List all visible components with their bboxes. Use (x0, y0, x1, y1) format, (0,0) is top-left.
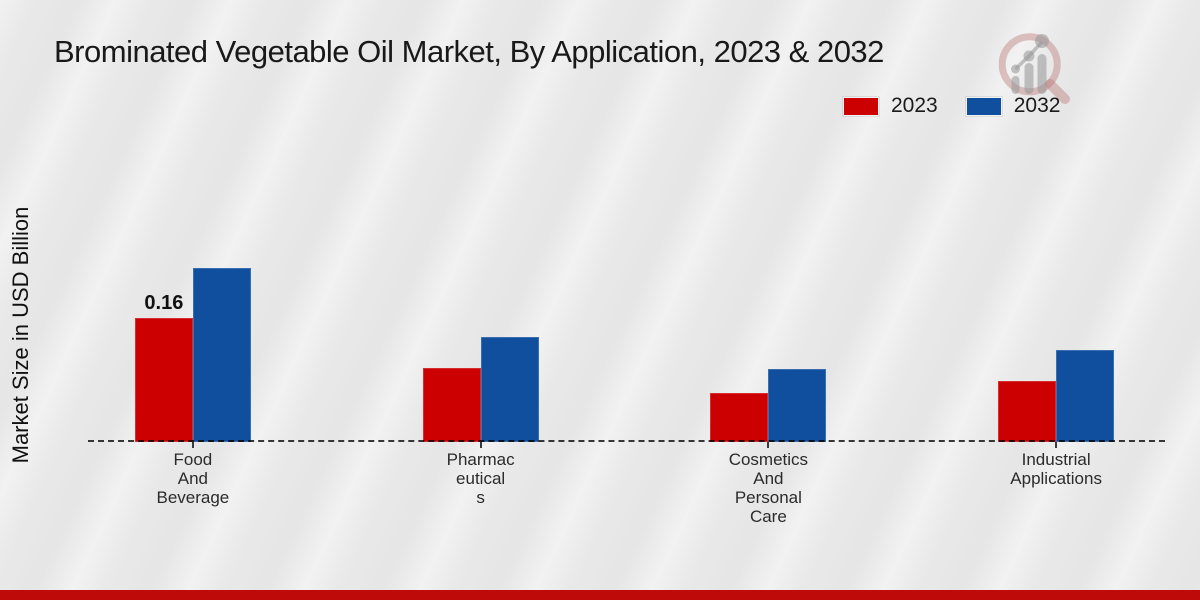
category-label-line: Personal (734, 488, 802, 507)
category-label-line: Care (749, 507, 787, 526)
bar-group-cosmetics-and-personal-care (625, 0, 913, 442)
bar-group-industrial-applications (912, 0, 1200, 442)
plot-area (49, 0, 1200, 442)
bar-2023-food-and-beverage (134, 318, 193, 442)
chart-title: Brominated Vegetable Oil Market, By Appl… (54, 34, 884, 69)
bar-2023-cosmetics-and-personal-care (710, 393, 769, 442)
legend-label-2032: 2032 (1013, 94, 1061, 117)
bar-2032-food-and-beverage (192, 268, 251, 442)
category-label-line: s (476, 488, 485, 507)
bar-2023-industrial-applications (998, 381, 1057, 442)
category-label-industrial-applications: Industrial Applications (966, 450, 1146, 488)
category-label-line: Cosmetics (728, 450, 809, 469)
category-label-food-and-beverage: Food And Beverage (103, 450, 283, 507)
bar-2032-pharmaceuticals (480, 337, 539, 442)
data-label-2023-food-and-beverage: 0.16 (144, 292, 184, 314)
category-label-pharmaceuticals: Pharmac eutical s (391, 450, 571, 507)
axis-tick-cosmetics-and-personal-care (767, 442, 770, 448)
legend-swatch-2023 (843, 96, 879, 116)
legend-item-2032: 2032 (965, 94, 1061, 118)
x-axis-baseline (88, 440, 1165, 442)
bar-2023-pharmaceuticals (422, 368, 481, 442)
bar-2032-cosmetics-and-personal-care (768, 369, 827, 442)
axis-tick-pharmaceuticals (479, 442, 482, 448)
legend: 2023 2032 (843, 94, 1060, 118)
category-label-cosmetics-and-personal-care: Cosmetics And Personal Care (678, 450, 858, 526)
bar-group-food-and-beverage (49, 0, 337, 442)
legend-swatch-2032 (965, 96, 1002, 116)
category-label-line: eutical (456, 469, 506, 488)
legend-item-2023: 2023 (843, 94, 938, 118)
category-label-line: Food (173, 450, 213, 469)
category-label-line: And (177, 469, 208, 488)
category-label-line: Applications (1010, 469, 1102, 488)
axis-tick-industrial-applications (1055, 442, 1058, 448)
y-axis-label: Market Size in USD Billion (8, 206, 33, 464)
category-label-line: Industrial (1021, 450, 1091, 469)
magnifier-bar-chart-watermark-icon (998, 33, 1070, 104)
legend-label-2023: 2023 (891, 94, 938, 117)
bar-2032-industrial-applications (1056, 350, 1115, 442)
category-label-line: And (753, 469, 784, 488)
bar-group-pharmaceuticals (337, 0, 625, 442)
bottom-accent-strip (0, 590, 1200, 600)
category-label-line: Beverage (156, 488, 230, 507)
category-label-line: Pharmac (446, 450, 515, 469)
axis-tick-food-and-beverage (191, 442, 194, 448)
